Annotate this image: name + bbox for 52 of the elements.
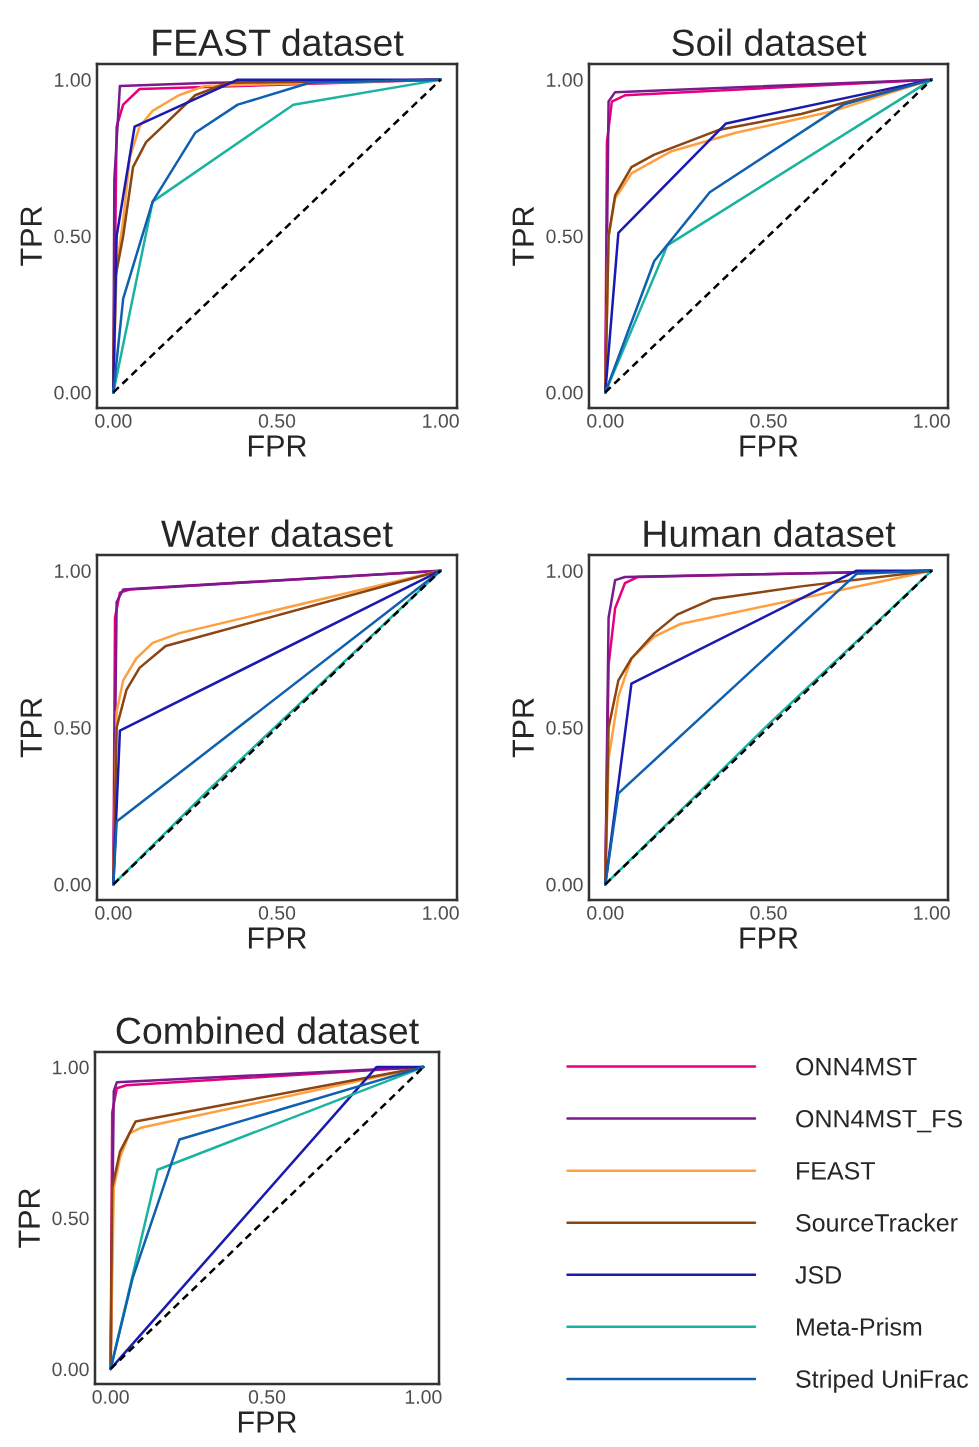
y-tick-label: 0.00 — [546, 877, 583, 892]
x-tick-label: 0.00 — [92, 1390, 129, 1404]
text: Striped UniFrac — [796, 1369, 969, 1393]
x-axis-title: FPR — [740, 435, 798, 457]
chart-title: Human dataset — [644, 519, 896, 548]
y-tick-label: 1.00 — [53, 1060, 89, 1075]
text: JSD — [795, 1266, 842, 1284]
text: FEAST — [797, 1161, 875, 1180]
y-tick-label: 0.50 — [546, 229, 583, 244]
y-tick-label: 0.50 — [54, 720, 91, 735]
chart-title: Water dataset — [161, 519, 393, 548]
y-tick-label: 0.50 — [546, 720, 583, 735]
x-tick-label: 0.00 — [95, 906, 132, 920]
y-tick-label: 1.00 — [55, 73, 91, 87]
x-tick-label: 1.00 — [914, 414, 950, 428]
x-axis-title: FPR — [248, 435, 307, 457]
x-axis-title: FPR — [740, 927, 798, 949]
x-tick-label: 1.00 — [423, 414, 459, 428]
x-tick-label: 1.00 — [405, 1390, 442, 1404]
y-tick-label: 0.00 — [52, 1362, 89, 1377]
y-axis-title: TPR — [18, 1188, 40, 1248]
y-tick-label: 0.50 — [54, 229, 91, 244]
y-tick-label: 1.00 — [547, 564, 583, 578]
x-tick-label: 0.50 — [750, 906, 787, 920]
x-tick-label: 1.00 — [914, 906, 950, 920]
y-axis-title: TPR — [512, 698, 534, 758]
text: Meta-Prism — [797, 1317, 922, 1336]
y-axis-title: TPR — [20, 698, 42, 758]
x-tick-label: 0.00 — [587, 414, 624, 428]
chart-title: FEAST dataset — [153, 28, 404, 57]
x-tick-label: 0.50 — [248, 1390, 286, 1404]
y-tick-label: 0.00 — [54, 877, 91, 892]
x-axis-title: FPR — [238, 1411, 297, 1433]
x-axis-title: FPR — [248, 927, 307, 949]
x-tick-label: 0.00 — [587, 906, 624, 920]
x-tick-label: 1.00 — [423, 906, 459, 920]
chart-title: Combined dataset — [116, 1016, 419, 1045]
x-tick-label: 0.00 — [95, 414, 132, 428]
y-tick-label: 0.00 — [54, 385, 91, 400]
x-tick-label: 0.50 — [258, 414, 296, 428]
y-tick-label: 0.00 — [546, 385, 583, 400]
y-tick-label: 1.00 — [55, 564, 91, 578]
text: ONN4MST_FS — [796, 1109, 962, 1133]
text: SourceTracker — [796, 1213, 958, 1232]
x-tick-label: 0.50 — [258, 906, 296, 920]
x-tick-label: 0.50 — [750, 414, 787, 428]
y-axis-title: TPR — [512, 206, 534, 266]
text: ONN4MST — [796, 1057, 917, 1076]
y-tick-label: 1.00 — [547, 73, 583, 87]
y-axis-title: TPR — [20, 206, 42, 266]
y-tick-label: 0.50 — [52, 1211, 89, 1226]
chart-title: Soil dataset — [672, 28, 867, 57]
